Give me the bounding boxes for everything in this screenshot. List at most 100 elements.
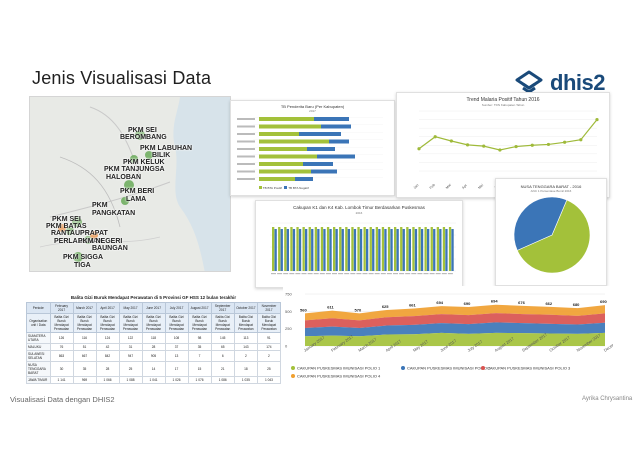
map-label: PANGKATAN: [92, 210, 136, 217]
line-point: [546, 142, 551, 147]
area-chart-panel[interactable]: 750 500 250 0 560 611 570 625 661 694 690 694 676 662…: [283, 286, 613, 386]
table-cell: 91: [256, 332, 282, 344]
table-cell: 25: [118, 361, 143, 377]
map-label: TIGA: [74, 262, 91, 269]
table-col-header[interactable]: March 2017: [72, 302, 97, 314]
table-cell: 42: [95, 343, 120, 351]
map-label: PKM KELUK: [123, 159, 165, 166]
x-tick-label: [295, 273, 301, 275]
k1-bar: [442, 227, 446, 271]
table-cell: 1 141: [49, 376, 74, 384]
table-sub-header: Balita Gizi Buruk Mendapat Perawatan: [118, 313, 143, 333]
k4-bar: [372, 229, 375, 271]
pie-slice: [513, 196, 568, 251]
bar-chart-subtitle: 2017: [309, 109, 316, 113]
data-label: 676: [518, 300, 525, 305]
table-col-header[interactable]: November 2017: [256, 302, 282, 314]
data-table-panel[interactable]: Balita Gizi Buruk Mendapat Perawatan di …: [26, 295, 282, 387]
area-series: [305, 304, 605, 321]
line-chart-subtitle: Sumber: TDN Kabupaten Tahun: [481, 103, 525, 107]
k4-bar: [427, 229, 430, 271]
table-row: SULAWESI SELATAN 863 667 842 947 905 13 7 6 2 2: [26, 350, 282, 362]
legend-label: TB BTA Positif: [262, 186, 282, 190]
data-label: 625: [382, 304, 389, 309]
x-tick-label: [301, 273, 307, 275]
k4-bar: [305, 229, 308, 271]
k4-bar: [335, 229, 338, 271]
x-tick-label: [417, 273, 423, 275]
pie-chart-title: NUSA TENGGARA BARAT - 2016: [520, 184, 582, 189]
k1-bar: [284, 227, 287, 271]
y-tick-label: 500: [285, 309, 292, 314]
x-tick-label: [325, 273, 331, 275]
map-label: PERLABUHAN: [54, 238, 103, 245]
table-col-header[interactable]: September 2017: [210, 302, 235, 314]
bar-segment: [314, 117, 349, 121]
area-series: [305, 322, 605, 337]
area-series: [305, 332, 605, 346]
k1-bar: [412, 227, 415, 271]
table-col-header[interactable]: October 2017: [233, 302, 258, 314]
x-tick-label: [307, 273, 313, 275]
bar-category-label: [237, 118, 255, 120]
y-tick-label: 0: [285, 344, 288, 349]
k4-bar: [433, 229, 436, 271]
x-tick-label: Feb: [429, 183, 436, 190]
data-label: 661: [409, 303, 416, 308]
bar-segment: [259, 154, 317, 159]
x-tick-label: [332, 273, 337, 275]
table-row-name: SUMATERA UTARA: [26, 332, 51, 344]
table-cell: 947: [118, 350, 143, 362]
table-col-header[interactable]: July 2017: [164, 302, 189, 314]
bar-chart-panel[interactable]: TB Penderita Baru (Per Kabupaten) 2017 T…: [230, 100, 395, 196]
x-tick-label: Mar: [445, 182, 453, 190]
k1-bar: [400, 227, 403, 271]
map-label: PKM: [92, 202, 108, 209]
table-col-header[interactable]: June 2017: [141, 302, 166, 314]
x-tick-label: [435, 273, 441, 275]
k1-bar: [424, 227, 427, 271]
table-sub-header: Balita Gizi Buruk Mendapat Perawatan: [141, 313, 166, 333]
x-tick-label: [405, 273, 411, 275]
k1-bar: [296, 227, 299, 271]
x-tick-label: [313, 273, 319, 275]
map-label: PKM BATAS: [46, 223, 87, 230]
logo-text: dhis2: [550, 70, 605, 95]
k4-bar: [280, 229, 283, 271]
k1k4-chart-panel[interactable]: Cakupan K1 dan K4 Kab. Lombok Timur Berd…: [255, 200, 463, 288]
table-cell: 1 066: [95, 376, 120, 384]
pie-chart-subtitle: ANC 1 Persentase Bumil 2016: [530, 189, 572, 193]
table-cell: 1 043: [256, 376, 282, 384]
table-col-header[interactable]: April 2017: [95, 302, 120, 314]
line-point: [417, 147, 421, 151]
map-visualization[interactable]: PKM SEI BEROMBANG PKM LABUHAN BILIK PKM …: [29, 96, 231, 272]
table-col-header[interactable]: August 2017: [187, 302, 212, 314]
k1-bar: [290, 227, 293, 271]
table-col-header[interactable]: May 2017: [118, 302, 143, 314]
bar-segment: [259, 177, 295, 181]
bar-segment: [295, 177, 313, 181]
pie-chart-panel[interactable]: NUSA TENGGARA BARAT - 2016 ANC 1 Persent…: [495, 178, 607, 286]
k4-bar: [341, 229, 344, 271]
k1-bar: [272, 227, 275, 271]
x-tick-label: Apr: [461, 183, 468, 190]
table-sub-header: Balita Gizi Buruk Mendapat Perawatan: [95, 313, 120, 333]
map-label: PKM NEGERI: [78, 238, 123, 245]
bar-segment: [259, 162, 303, 166]
table-col-header[interactable]: February 2017: [49, 302, 74, 314]
table-row-name: NUSA TENGGARA BARAT: [26, 361, 51, 377]
data-label: 611: [327, 305, 334, 310]
table-sub-header: Balita Gizi Buruk Mendapat Perawatan: [164, 313, 189, 333]
line-point: [465, 143, 470, 147]
k1-bar: [278, 227, 281, 271]
bar-category-label: [237, 125, 255, 128]
k1-bar: [375, 227, 378, 271]
x-tick-label: [319, 273, 325, 275]
k4-bar: [286, 229, 289, 271]
table-sub-header: Balita Gizi Buruk Mendapat Perawatan: [49, 313, 74, 333]
footer-right: Ayrika Chrysantina: [582, 396, 633, 402]
map-label: PKM SEI: [128, 127, 157, 134]
y-tick-label: 250: [285, 326, 292, 331]
line-point: [579, 138, 583, 142]
x-tick-label: Jan: [413, 183, 420, 190]
